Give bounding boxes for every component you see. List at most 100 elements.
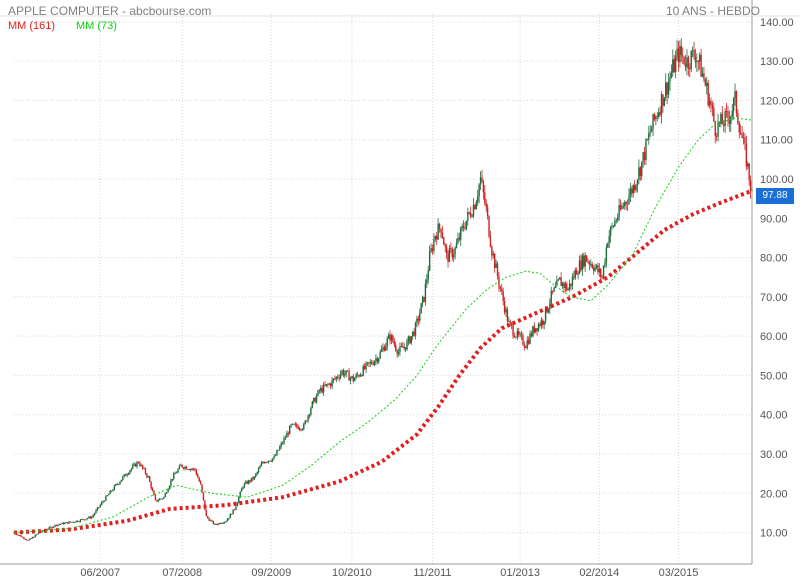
- candle-body: [689, 67, 691, 69]
- candle-body: [570, 283, 572, 286]
- candle-body: [240, 488, 243, 492]
- candle-body: [337, 376, 339, 378]
- candle-body: [23, 537, 25, 539]
- candle-body: [469, 212, 472, 217]
- candle-body: [499, 286, 502, 290]
- candle-body: [438, 223, 441, 229]
- candle-body: [85, 518, 87, 520]
- candle-body: [601, 277, 603, 278]
- candle-body: [124, 474, 127, 476]
- candle-body: [117, 483, 120, 485]
- candle-body: [468, 212, 470, 213]
- candle-body: [35, 534, 38, 536]
- candle-body: [72, 521, 75, 523]
- candle-body: [362, 366, 364, 376]
- candle-body: [334, 378, 336, 380]
- candle-body: [164, 493, 166, 497]
- candle-body: [215, 523, 217, 525]
- candle-body: [238, 497, 240, 503]
- candle-body: [28, 538, 31, 541]
- candle-body: [742, 137, 745, 139]
- candle-body: [151, 488, 154, 491]
- candle-body: [420, 303, 422, 314]
- candle-body: [683, 56, 685, 64]
- candle-body: [411, 331, 414, 337]
- candle-body: [649, 132, 651, 134]
- candle-body: [351, 376, 353, 378]
- candle-body: [687, 57, 690, 68]
- candle-body: [344, 373, 346, 376]
- candle-body: [116, 484, 118, 485]
- candle-body: [267, 460, 270, 463]
- candle-body: [659, 112, 661, 115]
- candle-body: [663, 97, 666, 106]
- candle-body: [255, 474, 257, 477]
- candle-body: [616, 217, 619, 221]
- candle-body: [222, 522, 224, 524]
- candle-body: [690, 50, 692, 69]
- candle-body: [430, 248, 432, 252]
- candle-body: [127, 473, 130, 475]
- candle-body: [382, 347, 384, 350]
- candle-body: [284, 437, 287, 439]
- candle-body: [441, 232, 444, 238]
- candle-body: [223, 521, 226, 523]
- candle-body: [264, 462, 267, 464]
- candle-body: [530, 333, 533, 337]
- candle-body: [723, 124, 725, 127]
- candle-body: [609, 227, 612, 236]
- candle-body: [673, 59, 675, 73]
- candle-body: [57, 524, 59, 526]
- candle-body: [701, 73, 704, 77]
- candle-body: [21, 536, 24, 538]
- candle-body: [291, 423, 294, 425]
- candle-body: [52, 526, 55, 528]
- candle-body: [112, 489, 114, 492]
- candle-body: [253, 476, 256, 480]
- candle-body: [191, 468, 193, 470]
- candle-body: [288, 426, 291, 435]
- candle-body: [171, 478, 174, 481]
- y-tick-label: 120.00: [760, 95, 794, 107]
- y-tick-label: 130.00: [760, 56, 794, 68]
- candle-body: [464, 228, 466, 230]
- candle-body: [482, 181, 485, 193]
- candle-body: [529, 333, 531, 344]
- candle-body: [518, 330, 520, 335]
- legend-ma161: MM (161): [8, 20, 56, 32]
- candle-body: [369, 361, 371, 364]
- candle-body: [502, 291, 504, 302]
- candle-body: [100, 502, 103, 505]
- candle-body: [400, 346, 403, 347]
- candle-body: [534, 328, 537, 333]
- candle-body: [93, 513, 96, 515]
- candle-body: [201, 484, 203, 493]
- candle-body: [694, 56, 697, 63]
- candle-body: [109, 490, 111, 495]
- candle-body: [403, 347, 405, 348]
- candle-body: [298, 428, 301, 430]
- candle-body: [561, 282, 564, 287]
- candle-body: [20, 535, 22, 537]
- candle-body: [745, 143, 748, 167]
- candle-body: [450, 248, 452, 249]
- candle-body: [372, 363, 374, 365]
- candle-body: [328, 383, 330, 385]
- candle-body: [619, 205, 622, 209]
- candle-body: [594, 267, 596, 271]
- candle-body: [178, 465, 181, 470]
- candle-body: [646, 139, 649, 141]
- candle-body: [165, 492, 168, 494]
- candle-body: [212, 521, 215, 524]
- candle-body: [146, 473, 148, 477]
- candle-body: [368, 362, 370, 364]
- candle-body: [402, 346, 404, 348]
- candle-body: [74, 522, 76, 523]
- candle-body: [392, 335, 394, 342]
- candle-body: [519, 334, 521, 336]
- candle-body: [376, 358, 379, 362]
- y-tick-label: 20.00: [760, 488, 788, 500]
- candle-body: [65, 522, 68, 523]
- candle-body: [410, 336, 412, 344]
- candle-body: [167, 489, 169, 493]
